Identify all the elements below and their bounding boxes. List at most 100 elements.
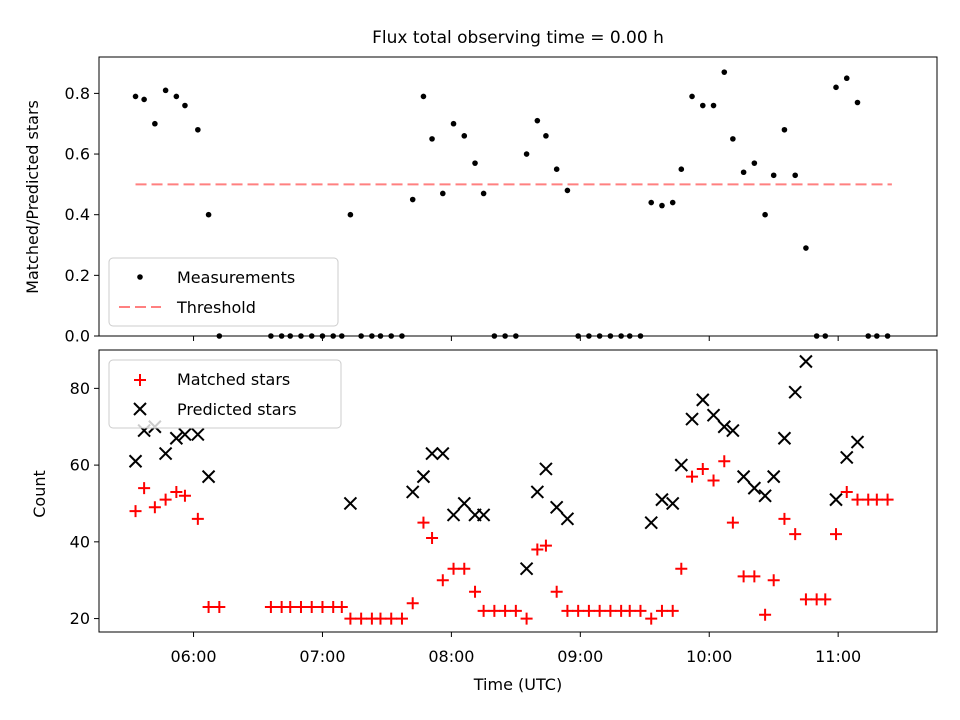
matched-star-point	[488, 604, 501, 617]
legend-predicted-marker	[133, 402, 147, 416]
measurement-point	[833, 84, 839, 91]
predicted-star-point	[549, 500, 564, 515]
x-tick-label: 11:00	[815, 647, 861, 666]
x-tick-label: 06:00	[170, 647, 216, 666]
measurement-point	[152, 120, 158, 127]
measurement-point	[669, 199, 676, 206]
matched-star-point	[748, 570, 761, 583]
matched-star-point	[778, 512, 791, 525]
predicted-star-point	[758, 489, 772, 503]
matched-star-point	[335, 601, 348, 614]
matched-star-point	[264, 601, 277, 614]
predicted-star-point	[655, 492, 669, 507]
matched-star-point	[830, 528, 843, 541]
matched-star-point	[582, 604, 595, 617]
matched-star-point	[469, 585, 482, 598]
bottom-axes-frame	[98, 349, 938, 633]
predicted-star-point	[666, 496, 680, 511]
measurement-point	[678, 166, 685, 173]
top-y-tick-label: 0.0	[65, 327, 90, 346]
matched-star-point	[881, 493, 894, 506]
legend-predicted-label: Predicted stars	[177, 400, 297, 419]
matched-star-point	[675, 562, 688, 575]
predicted-star-point	[799, 354, 813, 369]
bottom-y-tick-label: 60	[70, 456, 90, 475]
measurement-point	[689, 93, 695, 100]
matched-star-point	[696, 462, 709, 475]
measurement-point	[843, 75, 850, 82]
measurement-point	[173, 93, 180, 100]
predicted-star-point	[777, 431, 792, 445]
matched-star-point	[159, 493, 172, 506]
predicted-star-point	[696, 393, 710, 407]
predicted-star-point	[674, 458, 689, 472]
measurement-point	[182, 102, 188, 109]
measurement-point	[751, 160, 758, 166]
matched-star-point	[707, 474, 720, 487]
measurement-point	[205, 211, 212, 218]
matched-stars-points	[129, 455, 894, 625]
top-y-axis-label: Matched/Predicted stars	[23, 100, 42, 294]
measurement-point	[762, 211, 768, 218]
predicted-star-point	[530, 485, 545, 499]
measurement-point	[553, 166, 560, 173]
matched-star-point	[655, 604, 668, 617]
predicted-star-point	[128, 454, 143, 468]
legend-measurements-marker	[137, 274, 143, 280]
predicted-star-point	[706, 408, 721, 422]
matched-star-point	[284, 601, 297, 614]
legend-measurements-label: Measurements	[177, 268, 295, 287]
measurement-point	[803, 245, 809, 251]
measurement-point	[450, 120, 457, 127]
predicted-star-point	[726, 423, 740, 438]
measurement-point	[781, 126, 788, 133]
matched-star-point	[851, 493, 864, 506]
measurement-point	[730, 136, 736, 142]
matched-star-point	[395, 612, 408, 625]
matched-star-point	[178, 489, 191, 502]
matched-star-point	[509, 604, 522, 617]
legend-matched-label: Matched stars	[177, 370, 290, 389]
measurement-point	[699, 102, 706, 109]
predicted-star-point	[178, 427, 192, 442]
matched-star-point	[447, 562, 460, 575]
predicted-star-point	[560, 512, 575, 526]
measurement-points	[132, 69, 891, 339]
predicted-star-point	[766, 469, 781, 484]
matched-star-point	[789, 528, 802, 541]
predicted-star-point	[788, 385, 802, 399]
matched-star-point	[170, 485, 183, 498]
legend-threshold-label: Threshold	[176, 298, 256, 317]
predicted-star-point	[425, 446, 439, 461]
matched-star-point	[604, 604, 617, 617]
matched-star-point	[213, 601, 226, 614]
predicted-star-point	[736, 469, 751, 484]
matched-star-point	[191, 512, 204, 525]
matched-star-point	[436, 574, 449, 587]
matched-star-point	[799, 593, 812, 606]
predicted-star-point	[717, 420, 731, 434]
measurement-point	[461, 133, 468, 139]
matched-star-point	[499, 604, 512, 617]
bottom-y-tick-label: 20	[70, 609, 90, 628]
matched-star-point	[129, 505, 142, 518]
measurement-point	[523, 151, 530, 157]
predicted-star-point	[519, 561, 534, 576]
matched-star-point	[737, 570, 750, 583]
predicted-star-point	[343, 496, 358, 511]
bottom-x-ticks: 06:00 07:00 08:00 09:00 10:00 11:00	[170, 632, 861, 666]
top-chart-title: Flux total observing time = 0.00 h	[372, 28, 664, 48]
matched-star-point	[561, 604, 574, 617]
measurement-point	[710, 102, 717, 109]
predicted-star-point	[406, 485, 420, 499]
matched-star-point	[406, 597, 419, 610]
measurement-point	[429, 136, 435, 142]
predicted-star-point	[457, 496, 471, 511]
matched-star-point	[520, 612, 533, 625]
matched-star-point	[344, 612, 357, 625]
matched-star-point	[645, 612, 658, 625]
matched-star-point	[686, 470, 699, 483]
top-legend: Measurements Threshold	[108, 257, 339, 327]
